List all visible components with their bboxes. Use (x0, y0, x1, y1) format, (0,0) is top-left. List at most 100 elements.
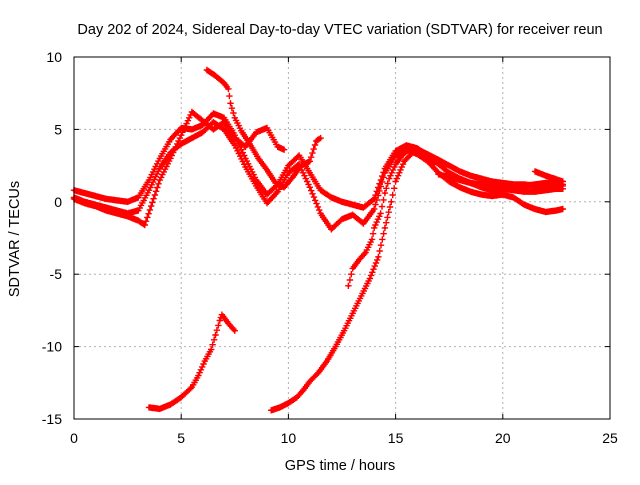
data-point (512, 183, 515, 186)
data-point (372, 207, 376, 211)
data-point (400, 154, 404, 157)
y-tick-label: -15 (42, 411, 62, 427)
data-point (469, 181, 472, 185)
data-point (308, 159, 312, 163)
data-point (212, 128, 215, 131)
data-point (147, 406, 151, 409)
data-point (233, 136, 237, 140)
data-point (533, 207, 537, 211)
data-point (302, 388, 305, 392)
data-point (257, 157, 260, 160)
data-point (407, 148, 410, 151)
data-point (458, 178, 462, 182)
data-point (501, 187, 505, 191)
data-point (137, 209, 140, 212)
data-point (319, 136, 322, 140)
data-point (229, 102, 232, 105)
data-point (490, 188, 494, 192)
y-tick-label: -5 (50, 266, 63, 282)
data-point (126, 214, 129, 218)
data-point (394, 162, 397, 166)
data-point (149, 204, 153, 208)
data-point (447, 180, 451, 183)
data-point (490, 194, 494, 198)
series-track-g (345, 146, 438, 289)
data-point (218, 319, 222, 322)
data-point (227, 87, 230, 91)
data-point (233, 144, 237, 147)
data-point (244, 165, 247, 169)
data-point (437, 158, 440, 162)
data-point (458, 170, 462, 173)
data-point (458, 186, 462, 189)
series-track-d (203, 66, 324, 191)
data-point (415, 151, 419, 154)
data-point (239, 129, 243, 133)
data-point (115, 212, 119, 215)
data-point (94, 194, 97, 198)
data-point (158, 157, 162, 160)
data-point (372, 226, 376, 230)
data-point (357, 258, 361, 262)
x-tick-label: 5 (177, 430, 185, 446)
data-point (561, 207, 565, 211)
data-point (351, 267, 355, 270)
data-point (295, 395, 299, 399)
data-point (244, 145, 247, 149)
data-point (179, 126, 183, 130)
data-point (274, 181, 277, 185)
data-point (383, 226, 387, 230)
data-point (314, 139, 318, 143)
data-point (329, 228, 333, 231)
data-point (362, 222, 365, 225)
data-point (347, 284, 350, 288)
data-point (340, 200, 344, 204)
data-point (544, 210, 547, 214)
data-point (383, 171, 387, 175)
data-point (533, 190, 537, 193)
data-point (544, 174, 547, 178)
data-point (308, 186, 312, 189)
data-point (299, 164, 303, 167)
x-axis-label: GPS time / hours (285, 458, 395, 474)
data-point (201, 130, 204, 134)
data-point (212, 112, 215, 115)
data-point (244, 157, 247, 160)
data-point (269, 409, 273, 412)
data-point (190, 128, 194, 131)
data-point (276, 190, 279, 193)
data-point (190, 136, 194, 140)
data-point (190, 110, 194, 114)
data-point (555, 209, 558, 212)
data-point (522, 190, 526, 193)
data-point (265, 168, 269, 172)
data-point (533, 170, 537, 173)
data-point (359, 294, 363, 298)
data-point (370, 238, 374, 241)
data-point (351, 213, 355, 217)
data-point (227, 322, 230, 325)
data-point (319, 212, 322, 215)
data-point (287, 401, 290, 405)
data-point (544, 188, 547, 192)
data-point (104, 209, 108, 212)
data-point (147, 178, 151, 182)
y-tick-label: 10 (46, 49, 62, 65)
data-point (351, 203, 355, 206)
y-tick-label: 0 (54, 194, 62, 210)
data-point (94, 204, 97, 208)
data-point (544, 181, 547, 185)
data-point (137, 219, 140, 222)
data-point (287, 171, 290, 175)
data-point (205, 68, 209, 72)
data-point (340, 217, 344, 221)
data-point (308, 171, 312, 175)
data-point (533, 184, 537, 188)
data-point (203, 359, 207, 363)
data-point (248, 142, 252, 146)
data-point (490, 184, 494, 188)
data-point (402, 159, 406, 163)
data-point (383, 191, 387, 195)
data-point (147, 188, 151, 192)
data-point (426, 157, 430, 160)
